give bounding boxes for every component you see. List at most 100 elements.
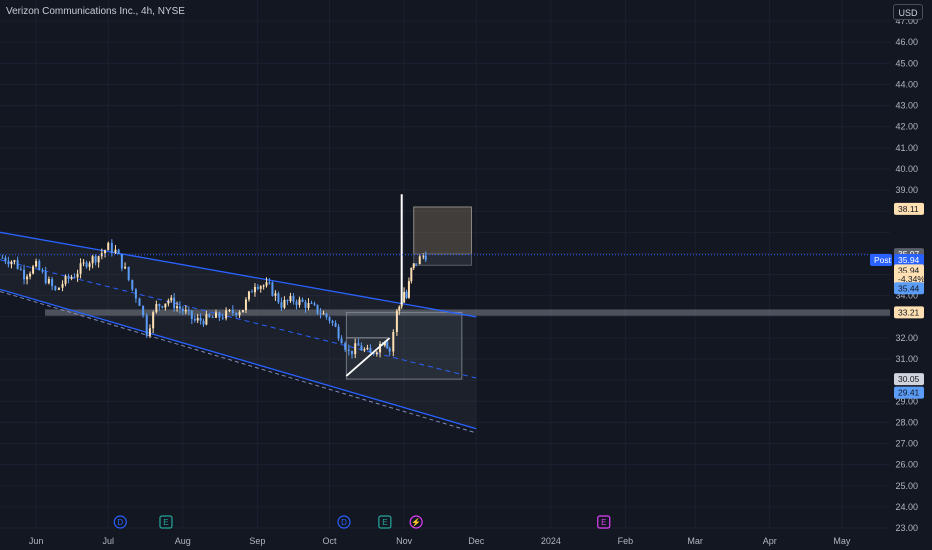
zone-target: [413, 206, 472, 255]
candle-body: [283, 300, 286, 308]
zone-demand: [345, 311, 463, 380]
candle-body: [32, 266, 35, 274]
event-letter: ⚡: [411, 517, 421, 527]
zone-stop: [413, 253, 472, 266]
candle-body: [412, 263, 415, 268]
price-axis: 23.0024.0025.0026.0027.0028.0029.0030.00…: [895, 16, 918, 533]
candle-body: [193, 319, 196, 321]
price-tick-label: 26.00: [895, 460, 918, 470]
candle-body: [38, 260, 41, 270]
candle-body: [328, 317, 331, 321]
price-label-text: 29.41: [898, 388, 920, 398]
candle-body: [271, 282, 274, 296]
candle-body: [383, 341, 386, 346]
candle-body: [44, 271, 47, 284]
candle-body: [316, 304, 319, 314]
candle-body: [422, 255, 425, 257]
channel-mid-line: [0, 259, 477, 379]
event-markers: D E D E ⚡ E: [113, 515, 611, 529]
candle-body: [372, 352, 375, 354]
candle-body: [184, 310, 187, 312]
candle-body: [79, 263, 82, 274]
price-tick-label: 24.00: [895, 502, 918, 512]
event-letter: D: [341, 518, 347, 527]
candle-body: [19, 268, 22, 270]
candle-body: [47, 278, 50, 284]
earnings-event-icon: [597, 515, 611, 529]
post-badge-text: Post: [874, 255, 892, 265]
candle-body: [73, 277, 76, 279]
price-tick-label: 23.00: [895, 523, 918, 533]
candle-body: [298, 299, 301, 305]
candle-body: [134, 289, 137, 299]
price-tick-label: 40.00: [895, 164, 918, 174]
dividend-event-icon: [337, 515, 351, 529]
price-label-box: [894, 306, 924, 319]
time-tick-label: Nov: [396, 536, 413, 546]
candle-body: [64, 276, 67, 284]
channel-fill: [0, 232, 477, 429]
price-label-text: 30.05: [898, 374, 920, 384]
candle-body: [190, 310, 193, 320]
candle-body: [54, 286, 57, 290]
chart-grid: [0, 0, 890, 529]
price-tick-label: 32.00: [895, 333, 918, 343]
candle-body: [244, 299, 247, 311]
candle-body: [131, 279, 134, 290]
event-letter: E: [601, 518, 606, 527]
price-tick-label: 46.00: [895, 37, 918, 47]
channel-lower-dashed: [0, 290, 477, 434]
candle-body: [337, 326, 340, 339]
candle-body: [241, 310, 244, 313]
split-event-icon: [409, 515, 423, 529]
candle-body: [354, 343, 357, 355]
candle-body: [120, 254, 123, 269]
candle-body: [117, 249, 120, 255]
annotations: [0, 254, 890, 377]
candle-body: [366, 347, 369, 350]
candle-body: [205, 314, 208, 325]
candle-body: [286, 300, 289, 302]
candle-body: [181, 308, 184, 312]
time-tick-label: Mar: [687, 536, 703, 546]
currency-button[interactable]: USD: [893, 4, 923, 20]
candle-body: [344, 343, 347, 350]
price-labels: 38.1135.9735.9435.94-4.34%35.4433.2130.0…: [870, 202, 925, 399]
candle-body: [347, 349, 350, 351]
candle-body: [398, 306, 401, 311]
earnings-event-icon: [378, 515, 392, 529]
price-tick-label: 34.00: [895, 291, 918, 301]
candle-body: [76, 273, 79, 278]
time-tick-label: Sep: [249, 536, 265, 546]
candle-body: [253, 286, 256, 293]
candle-body: [265, 282, 268, 286]
candle-body: [178, 306, 181, 309]
candle-body: [221, 317, 224, 319]
price-label-box: [894, 373, 924, 386]
candle-body: [295, 301, 298, 305]
price-label-text: 38.11: [898, 204, 919, 214]
price-tick-label: 29.00: [895, 396, 918, 406]
candle-body: [176, 306, 179, 309]
candle-body: [7, 261, 10, 265]
price-label-text: 35.94: [898, 255, 920, 265]
candle-body: [61, 283, 64, 288]
price-label-box: [894, 386, 924, 399]
time-tick-label: Jun: [29, 536, 44, 546]
candle-body: [145, 315, 148, 336]
candle-body: [187, 310, 190, 312]
candle-body: [256, 286, 259, 289]
price-tick-label: 27.00: [895, 439, 918, 449]
price-tick-label: 28.00: [895, 417, 918, 427]
candle-body: [301, 299, 304, 302]
time-tick-label: May: [833, 536, 851, 546]
price-tick-label: 42.00: [895, 122, 918, 132]
candle-body: [388, 348, 391, 352]
candle-body: [29, 273, 32, 277]
candle-body: [386, 341, 389, 349]
price-tick-label: 41.00: [895, 143, 918, 153]
candle-body: [424, 255, 427, 260]
price-tick-label: 43.00: [895, 101, 918, 111]
candle-body: [405, 291, 408, 298]
